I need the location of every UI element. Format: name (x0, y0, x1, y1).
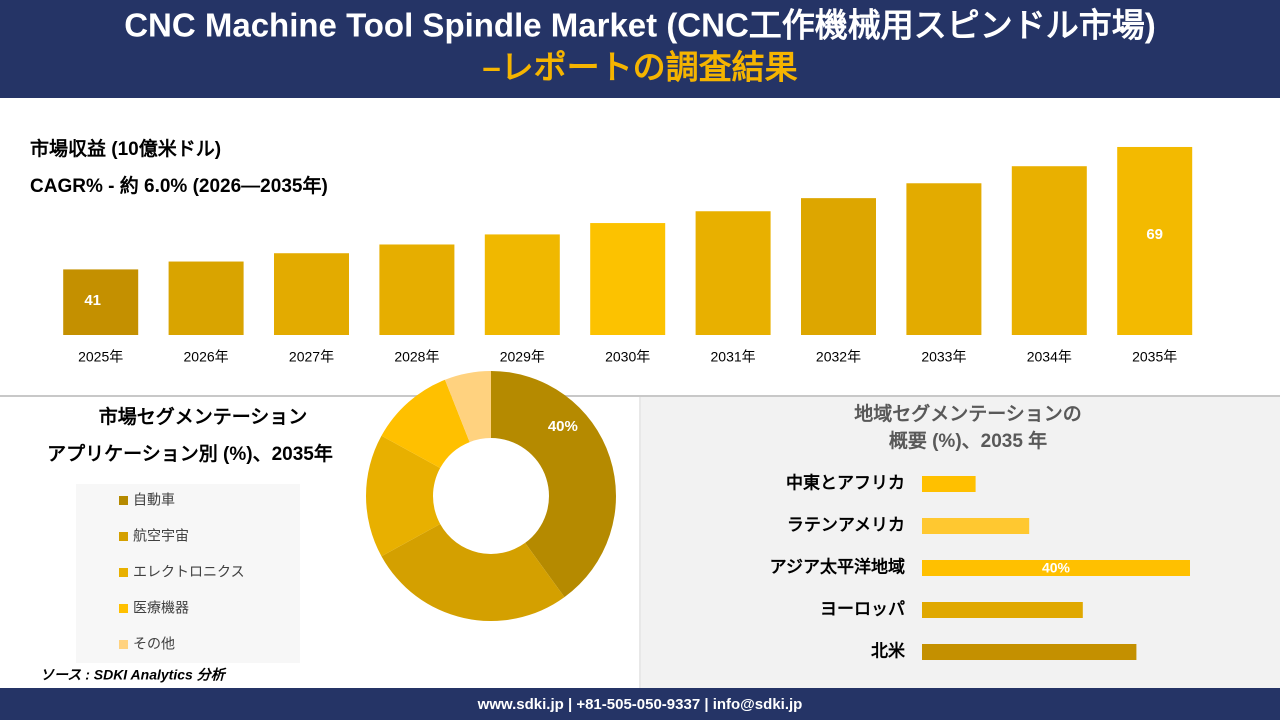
x-tick-label: 2034年 (1027, 349, 1072, 365)
bar (379, 244, 455, 335)
bar (922, 518, 1030, 534)
legend-label: エレクトロニクス (133, 564, 245, 580)
donut-segment (366, 435, 441, 557)
bar (801, 198, 876, 335)
x-tick-label: 2033年 (921, 349, 966, 365)
bar (590, 223, 666, 335)
legend-box (76, 484, 300, 663)
donut-title: 市場セグメンテーション (99, 405, 308, 428)
legend-label: 航空宇宙 (133, 528, 189, 544)
x-tick-label: 2030年 (605, 349, 650, 365)
legend-label: その他 (133, 636, 175, 652)
bar (906, 183, 982, 335)
legend-label: 医療機器 (133, 600, 189, 616)
bar (274, 253, 349, 335)
bar (1117, 146, 1193, 335)
bar (922, 476, 976, 492)
value-label: 40% (1042, 560, 1071, 576)
y-tick-label: 北米 (871, 640, 906, 660)
legend-swatch (119, 496, 128, 505)
x-tick-label: 2035年 (1132, 349, 1177, 365)
x-tick-label: 2032年 (816, 349, 861, 365)
hbar-subtitle: 概要 (%)、2035 年 (889, 429, 1047, 452)
x-tick-label: 2031年 (711, 349, 756, 365)
y-tick-label: アジア太平洋地域 (770, 556, 905, 576)
legend-swatch (119, 640, 128, 649)
bar-chart-title: 市場収益 (10億米ドル) (30, 137, 221, 160)
bar (922, 560, 1190, 576)
header-band (0, 0, 1280, 98)
donut-segment (444, 371, 491, 443)
region-panel (641, 397, 1280, 688)
legend-swatch (119, 604, 128, 613)
bar (63, 269, 139, 335)
legend-label: 自動車 (133, 492, 175, 508)
bar (695, 211, 771, 335)
y-tick-label: ヨーロッパ (820, 599, 905, 618)
bar (922, 644, 1137, 660)
header-subtitle: –レポートの調査結果 (482, 49, 797, 86)
x-tick-label: 2029年 (500, 349, 545, 365)
legend-swatch (119, 568, 128, 577)
value-label: 40% (548, 418, 578, 435)
footer-band (0, 688, 1280, 720)
x-tick-label: 2028年 (394, 349, 439, 365)
x-tick-label: 2025年 (78, 349, 123, 365)
value-label: 69 (1146, 226, 1163, 243)
bar (1011, 166, 1087, 335)
source: ソース : SDKI Analytics 分析 (40, 667, 227, 683)
bar (484, 234, 560, 335)
header-title: CNC Machine Tool Spindle Market (CNC工作機械… (124, 7, 1156, 44)
hbar-title: 地域セグメンテーションの (854, 402, 1082, 425)
donut-subtitle: アプリケーション別 (%)、2035年 (47, 442, 333, 465)
y-tick-label: 中東とアフリカ (786, 472, 905, 492)
donut-segment (381, 379, 470, 469)
bar (922, 602, 1083, 618)
bar-chart-subtitle: CAGR% - 約 6.0% (2026—2035年) (30, 174, 328, 197)
value-label: 41 (84, 292, 101, 309)
legend-swatch (119, 532, 128, 541)
donut-segment (381, 523, 565, 622)
y-tick-label: ラテンアメリカ (787, 515, 905, 534)
donut-segment (491, 371, 616, 598)
x-tick-label: 2027年 (289, 349, 334, 365)
bar (168, 261, 244, 335)
x-tick-label: 2026年 (184, 349, 229, 365)
footer: www.sdki.jp | +81-505-050-9337 | info@sd… (477, 696, 803, 713)
